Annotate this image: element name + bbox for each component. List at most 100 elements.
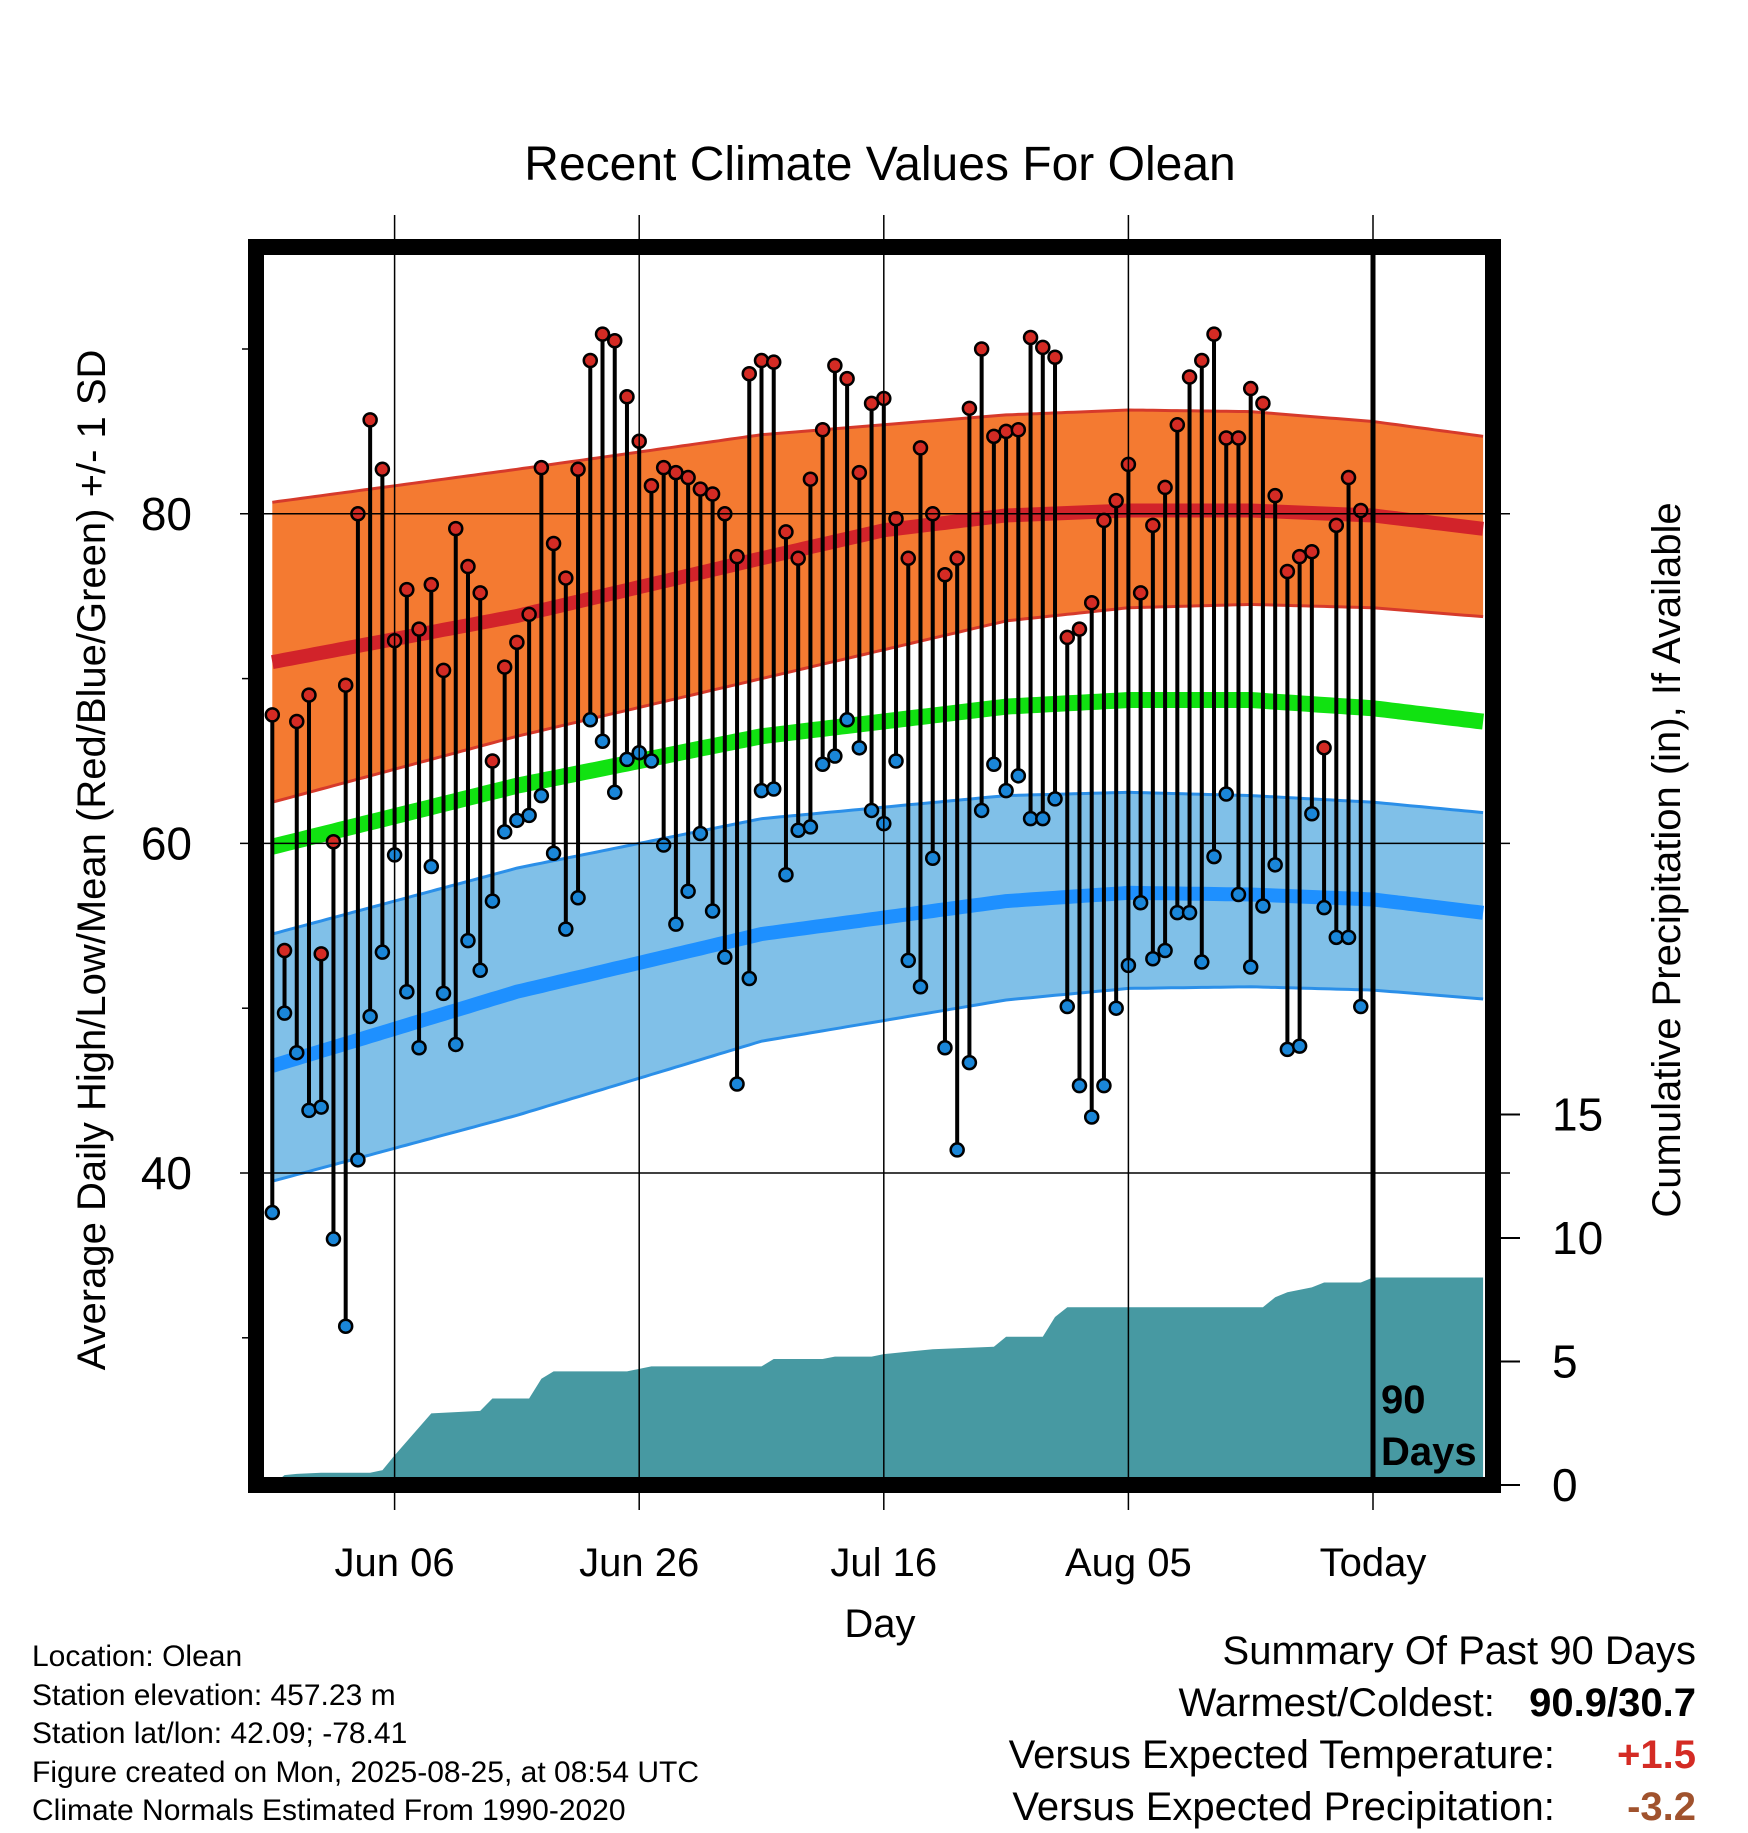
daily-high-point: [1206, 326, 1222, 342]
location-text: Location: Olean: [32, 1640, 243, 1673]
daily-low-point: [411, 1040, 427, 1056]
x-tick-label: Jul 16: [830, 1541, 937, 1585]
plot-content: [264, 326, 1485, 1485]
daily-low-point: [1157, 942, 1173, 959]
daily-high-point: [1255, 395, 1271, 412]
daily-low-point: [1304, 805, 1320, 822]
daily-high-point: [301, 687, 317, 703]
daily-high-point: [1267, 487, 1283, 504]
daily-low-point: [1242, 959, 1259, 975]
daily-high-point: [949, 550, 965, 567]
daily-high-point: [289, 713, 305, 730]
daily-low-point: [1255, 898, 1271, 914]
daily-high-point: [1169, 417, 1186, 433]
daily-low-point: [570, 890, 586, 906]
daily-high-point: [765, 354, 782, 370]
daily-low-point: [900, 952, 917, 969]
x-axis-label: Day: [844, 1602, 915, 1646]
precip-departure-label: Versus Expected Precipitation:: [1012, 1785, 1555, 1829]
daily-low-point: [655, 837, 672, 853]
daily-low-point: [753, 782, 770, 799]
daily-high-point: [484, 753, 501, 769]
y-tick-label: 60: [141, 817, 192, 869]
daily-low-point: [472, 962, 488, 979]
daily-low-point: [313, 1099, 329, 1115]
daily-low-point: [912, 979, 929, 995]
normal-high-upper-edge: [272, 408, 1484, 504]
normal-mean-line: [270, 692, 1485, 855]
daily-high-point: [496, 659, 513, 675]
daily-high-point: [1340, 469, 1357, 486]
daily-high-point: [619, 389, 635, 405]
daily-low-point: [423, 858, 440, 875]
y2-axis-label: Cumulative Precipitation (in), If Availa…: [1645, 502, 1689, 1217]
x-tick-label: Jun 26: [579, 1541, 699, 1585]
daily-low-point: [606, 784, 623, 801]
y-tick-label: 40: [141, 1147, 192, 1199]
daily-low-point: [973, 802, 990, 819]
daily-low-point: [729, 1076, 745, 1092]
daily-low-point: [1010, 768, 1027, 784]
daily-low-point: [741, 970, 758, 987]
daily-high-point: [594, 326, 611, 342]
daily-high-point: [753, 352, 770, 369]
daily-low-point: [484, 893, 501, 909]
daily-low-point: [264, 1204, 281, 1221]
chart-title: Recent Climate Values For Olean: [524, 138, 1235, 191]
daily-high-point: [1316, 740, 1332, 756]
daily-high-point: [998, 423, 1014, 440]
daily-low-point: [668, 916, 684, 932]
warmest-coldest-label: Warmest/Coldest:: [1178, 1681, 1495, 1725]
plot-frame: [248, 239, 1501, 1493]
daily-low-point: [374, 944, 391, 960]
daily-low-point: [827, 748, 843, 764]
daily-high-point: [423, 576, 440, 593]
daily-low-point: [594, 733, 611, 749]
daily-high-point: [1145, 517, 1161, 534]
station-info: Location: Olean Station elevation: 457.2…: [32, 1638, 699, 1831]
daily-low-point: [448, 1036, 464, 1053]
daily-high-point: [582, 352, 599, 369]
warmest-coldest-row: Warmest/Coldest: 90.9/30.7: [1009, 1677, 1697, 1729]
daily-low-point: [704, 903, 721, 919]
daily-low-point: [1096, 1077, 1112, 1094]
cumulative-precip-area: [272, 1277, 1484, 1485]
daily-high-point: [1047, 349, 1063, 365]
normal-low-lower-edge: [271, 985, 1484, 1183]
daily-high-point: [900, 550, 917, 567]
daily-low-point: [1353, 998, 1369, 1015]
daily-high-point: [1194, 352, 1210, 369]
daily-low-point: [619, 751, 635, 768]
daily-low-point: [460, 932, 476, 949]
daily-high-point: [741, 365, 758, 382]
daily-low-point: [337, 1318, 354, 1335]
daily-low-point: [1218, 786, 1234, 802]
x-tick-label: Aug 05: [1065, 1541, 1192, 1585]
daily-low-point: [814, 756, 831, 773]
normals-text: Climate Normals Estimated From 1990-2020: [32, 1794, 626, 1827]
daily-high-point: [1096, 512, 1112, 529]
daily-low-point: [350, 1152, 366, 1168]
normal-low-mean-line: [270, 885, 1485, 1073]
daily-low-point: [1279, 1041, 1296, 1058]
daily-high-point: [1181, 369, 1198, 385]
daily-high-point: [533, 459, 550, 476]
daily-high-point: [399, 581, 415, 598]
daily-high-point: [778, 524, 794, 540]
daily-low-point: [1194, 954, 1210, 970]
daily-high-point: [374, 461, 391, 478]
daily-high-point: [264, 707, 281, 723]
daily-low-point: [521, 807, 537, 824]
daily-low-point: [545, 845, 562, 862]
y2-tick-label: 5: [1552, 1336, 1578, 1388]
daily-high-point: [1279, 563, 1296, 580]
daily-low-point: [1340, 929, 1357, 946]
daily-low-point: [1145, 951, 1161, 967]
daily-high-point: [411, 621, 427, 637]
daily-high-point: [448, 520, 464, 537]
daily-low-point: [1059, 998, 1075, 1015]
daily-low-point: [276, 1005, 293, 1021]
today-window-label: Days: [1381, 1430, 1477, 1474]
temp-departure-row: Versus Expected Temperature: +1.5: [1009, 1729, 1696, 1781]
summary-title: Summary Of Past 90 Days: [1222, 1629, 1696, 1673]
